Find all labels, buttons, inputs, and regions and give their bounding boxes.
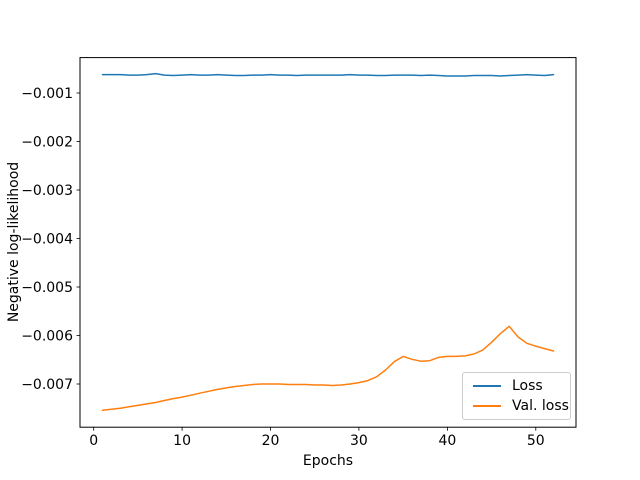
legend-item-loss: Loss (463, 376, 570, 396)
axis-ticks: 0 10 20 30 40 50 −0.007 −0.006 −0.005 −0.004 −0.00… (21, 86, 545, 449)
x-tick-label: 30 (350, 433, 368, 449)
y-tick-label: −0.003 (21, 183, 73, 199)
x-tick-label: 40 (438, 433, 456, 449)
y-tick-label: −0.001 (21, 86, 73, 102)
val-loss-line (101, 325, 555, 411)
x-tick-label: 20 (262, 433, 280, 449)
legend-label-val-loss: Val. loss (512, 398, 569, 414)
loss-line (101, 72, 555, 77)
data-lines (101, 72, 555, 411)
legend: Loss Val. loss (462, 372, 571, 420)
y-tick-label: −0.002 (21, 135, 73, 151)
y-tick-label: −0.004 (21, 232, 73, 248)
x-tick-label: 0 (89, 433, 98, 449)
y-tick-label: −0.005 (21, 280, 73, 296)
val-loss-line-swatch (473, 405, 501, 407)
y-tick-label: −0.007 (21, 377, 73, 393)
y-axis-label: Negative log-likelihood (6, 161, 22, 323)
loss-line-swatch (473, 385, 501, 387)
legend-item-val-loss: Val. loss (463, 396, 570, 416)
x-tick-label: 10 (173, 433, 191, 449)
x-tick-label: 50 (527, 433, 545, 449)
y-tick-label: −0.006 (21, 329, 73, 345)
x-axis-label: Epochs (302, 453, 354, 469)
legend-label-loss: Loss (512, 378, 543, 394)
axes-frame (79, 57, 577, 428)
